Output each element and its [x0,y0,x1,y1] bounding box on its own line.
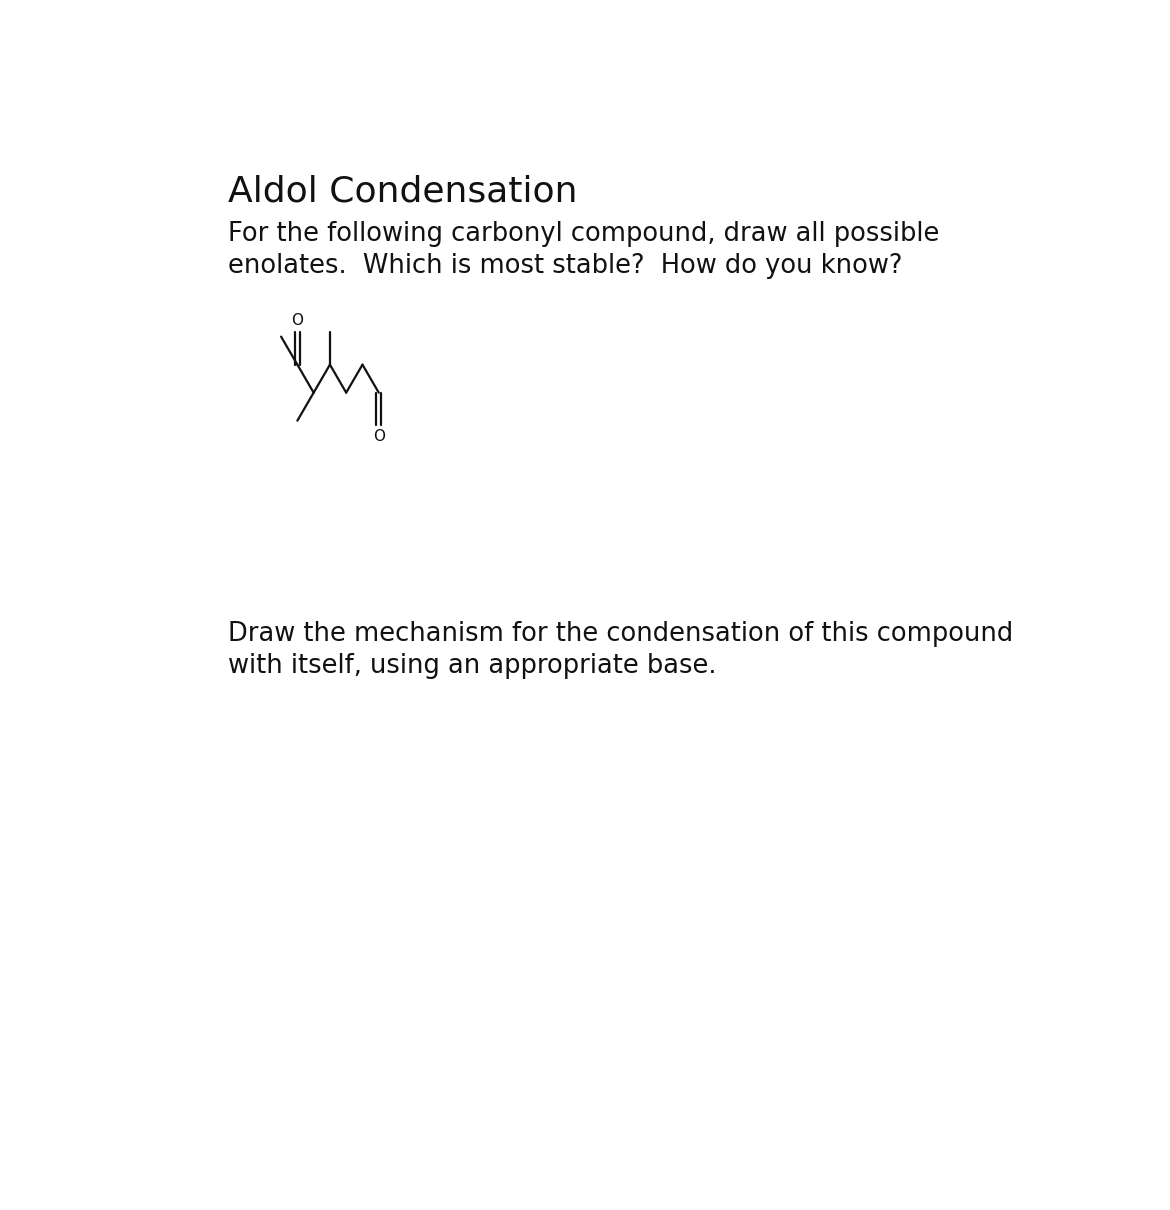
Text: O: O [373,428,385,444]
Text: with itself, using an appropriate base.: with itself, using an appropriate base. [228,653,716,679]
Text: Aldol Condensation: Aldol Condensation [228,174,577,208]
Text: O: O [291,313,303,328]
Text: enolates.  Which is most stable?  How do you know?: enolates. Which is most stable? How do y… [228,253,902,280]
Text: Draw the mechanism for the condensation of this compound: Draw the mechanism for the condensation … [228,621,1013,647]
Text: For the following carbonyl compound, draw all possible: For the following carbonyl compound, dra… [228,220,940,247]
